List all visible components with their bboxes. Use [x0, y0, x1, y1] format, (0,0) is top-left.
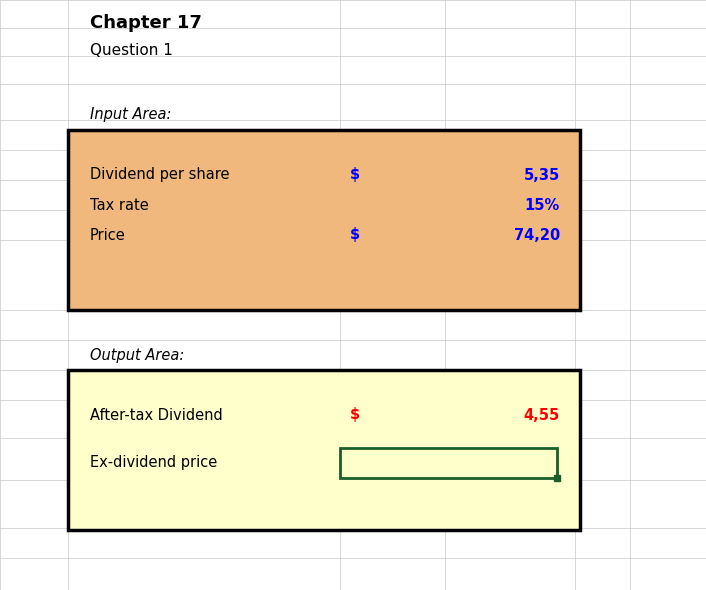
Text: 5,35: 5,35 — [524, 168, 560, 182]
Text: 74,20: 74,20 — [514, 228, 560, 242]
Text: Chapter 17: Chapter 17 — [90, 14, 202, 32]
Text: Input Area:: Input Area: — [90, 107, 172, 122]
Bar — [68, 130, 580, 310]
Text: Dividend per share: Dividend per share — [90, 168, 229, 182]
Text: Price: Price — [90, 228, 126, 242]
Text: 15%: 15% — [525, 198, 560, 212]
Text: 4,55: 4,55 — [524, 408, 560, 422]
Text: $: $ — [350, 228, 360, 242]
Bar — [554, 475, 560, 481]
Text: Tax rate: Tax rate — [90, 198, 149, 212]
Text: $: $ — [350, 408, 360, 422]
Text: Question 1: Question 1 — [90, 43, 173, 58]
Text: Ex-dividend price: Ex-dividend price — [90, 455, 217, 470]
Text: After-tax Dividend: After-tax Dividend — [90, 408, 223, 422]
Bar — [68, 370, 580, 530]
Text: $: $ — [350, 168, 360, 182]
Bar — [340, 448, 557, 478]
Text: Output Area:: Output Area: — [90, 348, 184, 363]
